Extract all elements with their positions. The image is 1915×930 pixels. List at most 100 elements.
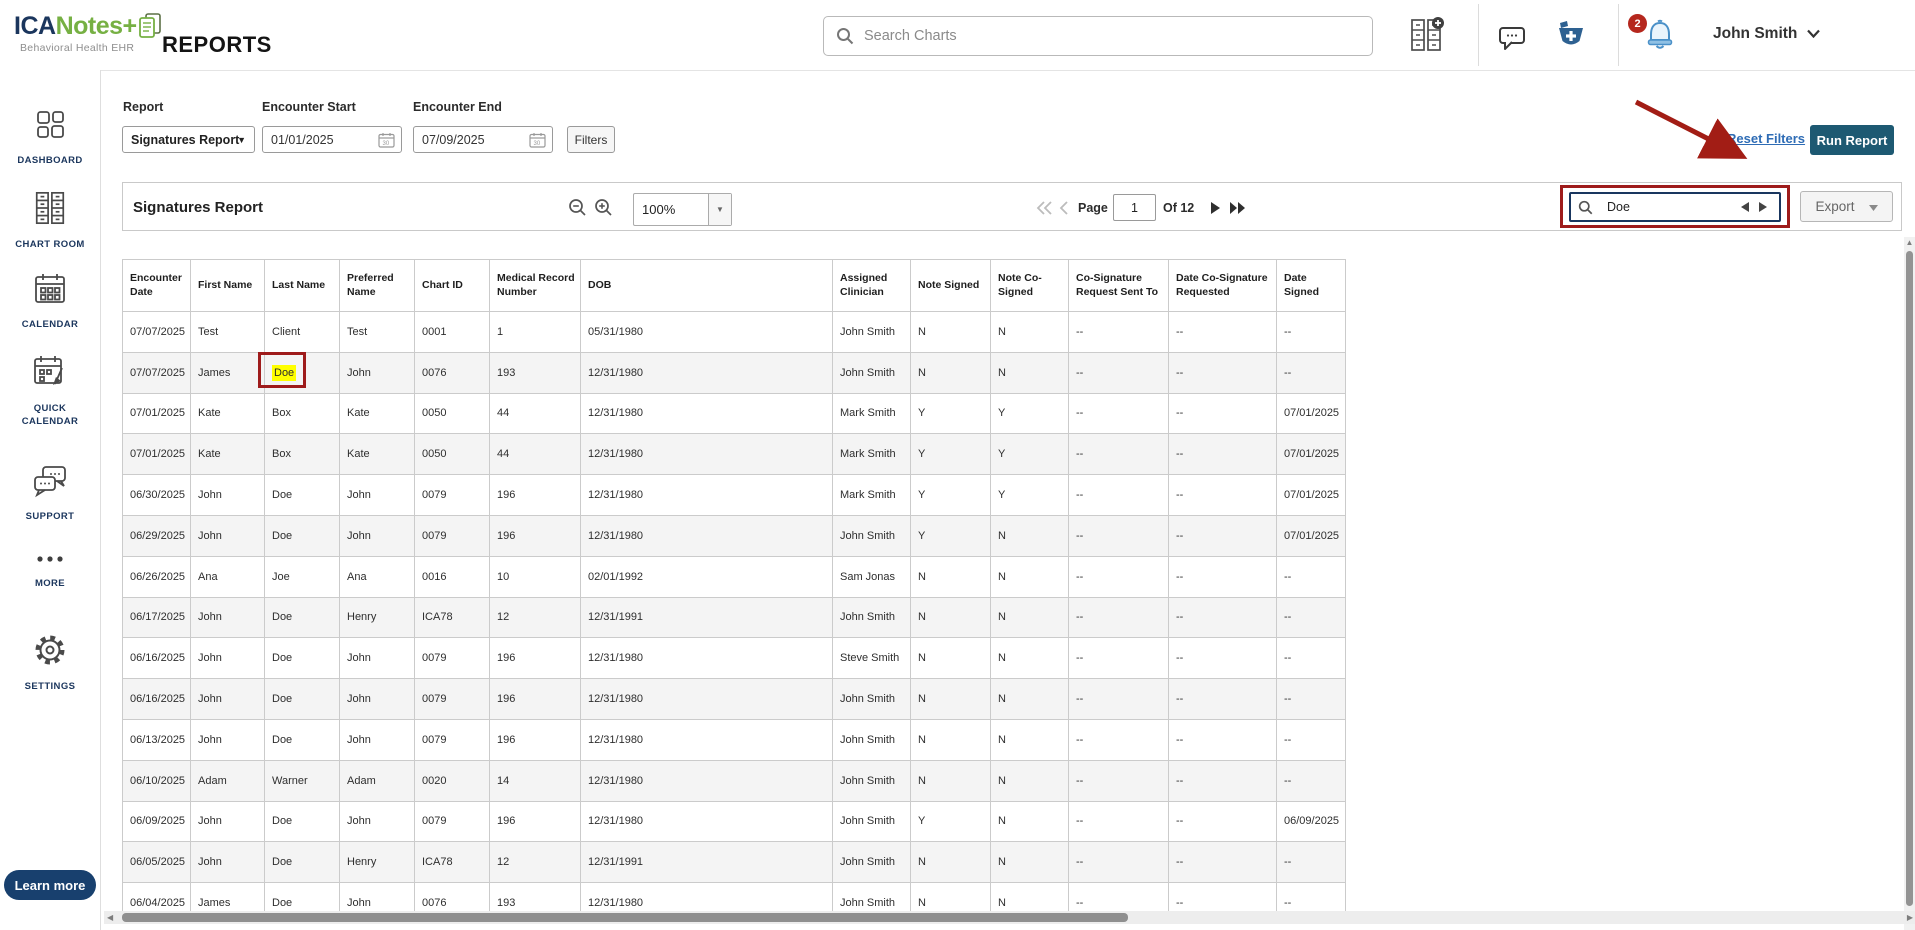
table-cell: Doe [264,800,340,843]
sidebar-item-label: CHART ROOM [15,239,85,250]
add-chart-icon[interactable] [1409,16,1445,59]
sidebar-item-chart-room[interactable]: CHART ROOM [0,190,100,251]
table-cell: John [190,800,265,843]
encounter-end-input[interactable] [414,131,524,148]
vertical-scrollbar-thumb[interactable] [1906,251,1913,906]
table-cell: Henry [339,841,415,884]
svg-text:30: 30 [534,141,541,147]
sidebar-item-more[interactable]: MORE [0,552,100,590]
svg-text:30: 30 [383,141,390,147]
table-cell: 0079 [414,474,490,516]
table-cell: 12/31/1980 [580,718,833,761]
sidebar-item-dashboard[interactable]: DASHBOARD [0,108,100,167]
table-cell: -- [1168,718,1277,761]
table-row: 06/05/2025 John Doe Henry ICA78 12 12/31/1991 J… [122,841,1346,884]
table-cell: Doe [264,351,340,394]
table-row: 06/10/2025 Adam Warner Adam 0020 14 12/31/1980… [122,759,1346,802]
table-cell: John [190,718,265,761]
run-report-button[interactable]: Run Report [1810,125,1894,155]
table-cell: -- [1068,514,1169,557]
table-cell: John Smith [832,718,911,761]
table-cell: 06/13/2025 [122,718,191,761]
search-next-icon[interactable] [1758,201,1768,213]
export-button[interactable]: Export [1800,191,1893,222]
chat-icon[interactable] [1497,24,1527,57]
table-cell: Box [264,392,340,435]
table-cell: N [990,311,1069,353]
search-prev-icon[interactable] [1740,201,1750,213]
page-total: Of 12 [1163,201,1195,215]
table-cell: John [339,678,415,720]
scroll-up-icon[interactable]: ▲ [1905,238,1914,247]
horizontal-scrollbar[interactable]: ◀ ▶ [104,911,1915,924]
table-cell: Y [990,433,1069,476]
table-cell: John [190,596,265,639]
table-cell: Doe [264,474,340,516]
table-cell: John Smith [832,514,911,557]
table-cell: 12/31/1980 [580,637,833,680]
scroll-right-icon[interactable]: ▶ [1906,913,1913,922]
table-cell: N [990,718,1069,761]
table-cell: 06/10/2025 [122,759,191,802]
notification-badge: 2 [1628,14,1647,33]
report-select[interactable]: Signatures Report ▼ [122,126,255,153]
page-label: Page [1078,201,1108,215]
vertical-scrollbar[interactable]: ▲ [1904,237,1915,930]
page-number-input[interactable] [1113,194,1156,221]
icanotes-logo[interactable]: ICANotes+ Behavioral Health EHR [14,12,161,54]
user-menu[interactable]: John Smith [1713,25,1821,43]
table-cell: -- [1068,678,1169,720]
table-cell: Y [910,514,991,557]
column-header: Date Co-Signature Requested [1168,259,1277,312]
table-row: 06/29/2025 John Doe John 0079 196 12/31/1980 Jo… [122,514,1346,557]
zoom-in-icon[interactable] [594,198,614,223]
table-cell: -- [1168,433,1277,476]
table-cell: 0079 [414,514,490,557]
learn-more-button[interactable]: Learn more [4,870,96,900]
table-row: 07/07/2025 Test Client Test 0001 1 05/31/1980 J… [122,311,1346,353]
sidebar-item-support[interactable]: SUPPORT [0,464,100,523]
sidebar-item-calendar[interactable]: CALENDAR [0,272,100,331]
encounter-start-input[interactable] [263,131,373,148]
table-row: 06/26/2025 Ana Joe Ana 0016 10 02/01/1992 Sam J… [122,555,1346,598]
filters-button[interactable]: Filters [567,126,615,153]
scroll-left-icon[interactable]: ◀ [107,913,114,922]
table-cell: N [910,678,991,720]
table-cell: Ana [339,555,415,598]
table-cell: John Smith [832,311,911,353]
table-cell: 06/09/2025 [122,800,191,843]
prev-page-icon[interactable] [1058,200,1070,221]
chevron-down-icon[interactable]: ▼ [708,194,731,225]
notifications-bell-icon[interactable] [1642,17,1678,58]
encounter-start-label: Encounter Start [262,100,356,114]
pharmacy-icon[interactable] [1555,20,1587,57]
zoom-out-icon[interactable] [568,198,588,223]
sidebar-item-settings[interactable]: SETTINGS [0,632,100,693]
table-cell: N [990,596,1069,639]
horizontal-scrollbar-thumb[interactable] [122,913,1128,922]
sidebar-item-label: DASHBOARD [17,155,83,166]
calendar-date-icon[interactable]: 30 [529,132,546,148]
table-cell: N [990,678,1069,720]
table-cell: -- [1068,433,1169,476]
table-cell: 05/31/1980 [580,311,833,353]
column-header: Encounter Date [122,259,191,312]
logo-tagline: Behavioral Health EHR [20,42,135,54]
table-cell: 196 [489,678,581,720]
first-page-icon[interactable] [1035,200,1055,221]
column-header: Preferred Name [339,259,415,312]
table-cell: N [910,637,991,680]
search-charts-input[interactable] [862,27,1326,45]
table-cell: -- [1068,474,1169,516]
column-header: Note Co- Signed [990,259,1069,312]
calendar-date-icon[interactable]: 30 [378,132,395,148]
last-page-icon[interactable] [1228,200,1248,221]
table-cell: -- [1068,351,1169,394]
table-cell: N [990,759,1069,802]
reset-filters-link[interactable]: Reset Filters [1727,131,1806,146]
table-cell: 0079 [414,718,490,761]
sidebar-item-quick-calendar[interactable]: QUICK CALENDAR [0,354,100,429]
zoom-level-select[interactable]: 100% ▼ [633,193,732,226]
next-page-icon[interactable] [1208,200,1222,221]
